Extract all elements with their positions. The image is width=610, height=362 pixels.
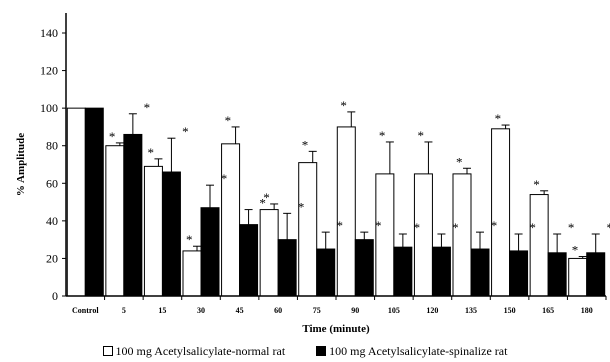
bar-spinalize-rat	[123, 133, 143, 297]
x-tick-label: 90	[351, 306, 359, 315]
legend-label-spinalize: 100 mg Acetylsalicylate-spinalize rat	[329, 344, 508, 358]
significance-marker: *	[533, 177, 540, 192]
bar-spinalize-rat	[393, 246, 413, 297]
significance-marker: *	[491, 218, 498, 233]
significance-marker: *	[221, 171, 228, 186]
bar-spinalize-rat	[354, 239, 374, 297]
y-tick-label: 20	[46, 251, 58, 265]
x-tick-label: 15	[158, 306, 166, 315]
bar-spinalize-rat	[200, 207, 220, 297]
bar-spinalize-rat	[470, 248, 490, 297]
x-tick-label: 165	[542, 306, 554, 315]
bar-normal-rat	[491, 128, 511, 297]
significance-marker: *	[456, 154, 463, 169]
x-tick-label: 30	[197, 306, 205, 315]
bars	[66, 107, 606, 297]
bar-spinalize-rat	[586, 252, 606, 297]
significance-marker: *	[144, 100, 151, 115]
y-axis-title: % Amplitude	[15, 133, 27, 196]
legend-swatch-white	[102, 346, 113, 356]
significance-marker: *	[572, 243, 579, 258]
x-axis-title: Time (minute)	[302, 323, 370, 335]
y-tick-label: 40	[46, 214, 58, 228]
bar-spinalize-rat	[161, 171, 181, 297]
y-tick-label: 120	[40, 64, 58, 78]
legend: 100 mg Acetylsalicylate-normal rat 100 m…	[0, 344, 610, 359]
x-tick-label: 60	[274, 306, 282, 315]
x-tick-label: Control	[72, 306, 99, 315]
bar-normal-rat	[221, 143, 241, 297]
bar-normal-rat	[143, 165, 163, 297]
x-tick-label: 135	[465, 306, 477, 315]
significance-marker: *	[109, 129, 116, 144]
bar-normal-rat	[529, 194, 549, 297]
significance-marker: *	[186, 232, 193, 247]
legend-swatch-black	[316, 346, 327, 356]
bar-normal-rat	[375, 173, 395, 297]
significance-marker: *	[302, 137, 309, 152]
bar-spinalize-rat	[547, 252, 567, 297]
significance-marker: *	[225, 113, 232, 128]
significance-marker: *	[147, 145, 154, 160]
bar-normal-rat	[568, 257, 588, 297]
significance-marker: *	[375, 218, 382, 233]
bar-normal-rat	[298, 162, 318, 297]
x-tick-label: 5	[122, 306, 126, 315]
bar-spinalize-rat	[316, 248, 336, 297]
bar-spinalize-rat	[277, 239, 297, 297]
y-tick-label: 140	[40, 26, 58, 40]
significance-marker: *	[606, 220, 610, 235]
significance-marker: *	[495, 111, 502, 126]
significance-markers: **************************	[109, 98, 610, 258]
significance-marker: *	[263, 190, 270, 205]
x-tick-label: 45	[236, 306, 244, 315]
bar-normal-rat	[182, 250, 202, 297]
significance-marker: *	[298, 199, 305, 214]
bar-spinalize-rat	[431, 246, 451, 297]
significance-marker: *	[336, 218, 343, 233]
bar-normal-rat	[105, 145, 125, 297]
significance-marker: *	[529, 220, 536, 235]
y-tick-label: 80	[46, 139, 58, 153]
x-tick-label: 150	[504, 306, 516, 315]
significance-marker: *	[259, 196, 266, 211]
legend-item-normal: 100 mg Acetylsalicylate-normal rat	[102, 344, 286, 359]
bar-normal-rat	[259, 209, 279, 297]
x-tick-label: 75	[313, 306, 321, 315]
x-tick-label: 120	[426, 306, 438, 315]
significance-marker: *	[182, 124, 189, 139]
y-axis-ticks: 0 20 40 60 80 100 120 140	[40, 26, 66, 303]
bar-normal-rat	[66, 107, 86, 297]
x-axis-ticks: Control 5 15 30 45 60 75 90 105 120 135 150 165 180	[72, 296, 607, 315]
bar-spinalize-rat	[239, 224, 259, 297]
significance-marker: *	[568, 220, 575, 235]
bar-spinalize-rat	[84, 107, 104, 297]
bar-normal-rat	[336, 126, 356, 297]
significance-marker: *	[340, 98, 347, 113]
x-tick-label: 105	[388, 306, 400, 315]
y-tick-label: 100	[40, 101, 58, 115]
legend-label-normal: 100 mg Acetylsalicylate-normal rat	[115, 344, 286, 358]
significance-marker: *	[414, 220, 421, 235]
y-tick-label: 60	[46, 176, 58, 190]
significance-marker: *	[417, 128, 424, 143]
significance-marker: *	[452, 220, 459, 235]
bar-spinalize-rat	[509, 250, 529, 297]
x-tick-label: 180	[581, 306, 593, 315]
y-tick-label: 0	[52, 289, 58, 303]
legend-item-spinalize: 100 mg Acetylsalicylate-spinalize rat	[316, 344, 507, 359]
significance-marker: *	[379, 128, 386, 143]
